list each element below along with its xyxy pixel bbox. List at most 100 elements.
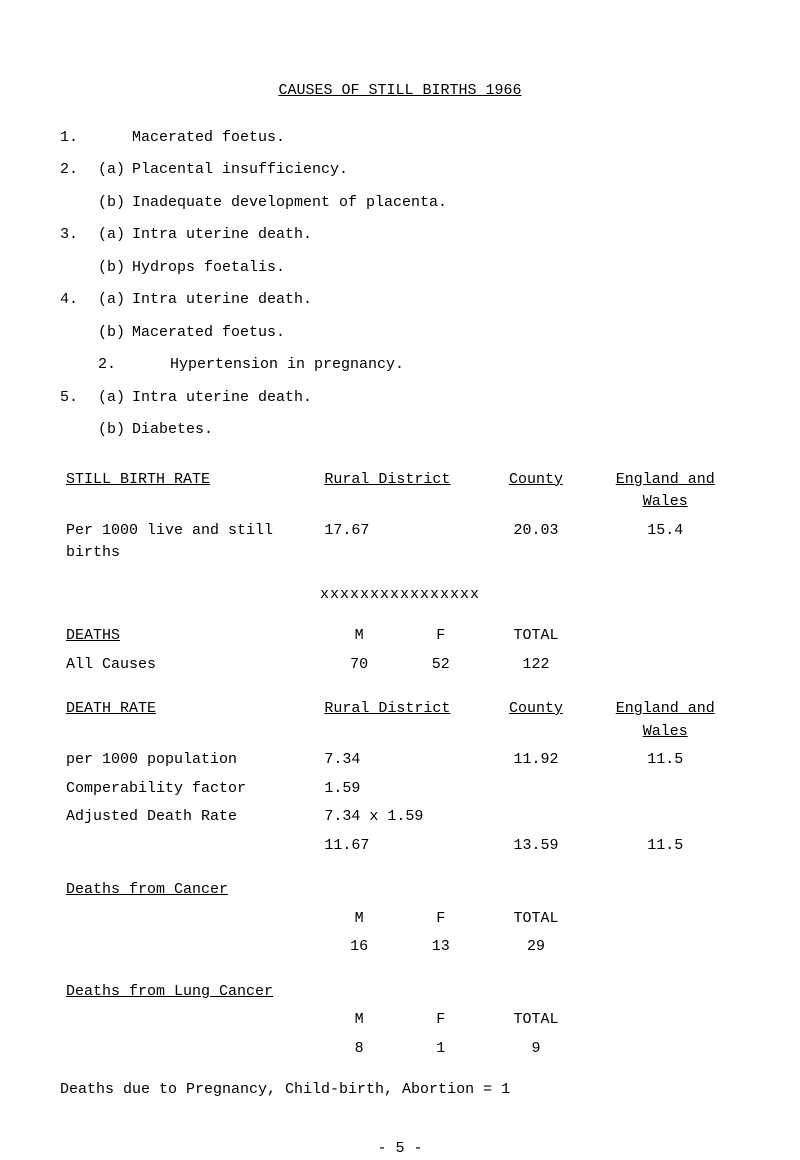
- item-number: [60, 322, 98, 345]
- list-item: 1. Macerated foetus.: [60, 127, 740, 150]
- row-ew: 11.5: [590, 746, 740, 775]
- list-item: 5. (a) Intra uterine death.: [60, 387, 740, 410]
- header-label: Deaths from Cancer: [60, 876, 318, 905]
- list-item: (b) Macerated foetus.: [60, 322, 740, 345]
- header-county: County: [482, 466, 591, 517]
- item-text: Macerated foetus.: [132, 322, 740, 345]
- item-text: Intra uterine death.: [132, 289, 740, 312]
- row-f: 52: [400, 651, 482, 680]
- list-item: (b) Inadequate development of placenta.: [60, 192, 740, 215]
- causes-list: 1. Macerated foetus. 2. (a) Placental in…: [60, 127, 740, 442]
- list-item: 4. (a) Intra uterine death.: [60, 289, 740, 312]
- row-label: [60, 832, 318, 861]
- header-m: M: [318, 622, 400, 651]
- item-sub: (b): [98, 322, 132, 345]
- row-m: 8: [318, 1035, 400, 1064]
- row-total: 29: [482, 933, 591, 962]
- table-row: 16 13 29: [60, 933, 740, 962]
- table-row: Per 1000 live and still births 17.67 20.…: [60, 517, 740, 568]
- row-ew: [590, 803, 740, 832]
- empty: [318, 876, 400, 905]
- item-text: Placental insufficiency.: [132, 159, 740, 182]
- empty: [590, 933, 740, 962]
- table-row: per 1000 population 7.34 11.92 11.5: [60, 746, 740, 775]
- row-f: 13: [400, 933, 482, 962]
- item-text: Hypertension in pregnancy.: [170, 354, 740, 377]
- header-total: TOTAL: [482, 622, 591, 651]
- item-sub: (a): [98, 289, 132, 312]
- cancer-table: Deaths from Cancer M F TOTAL 16 13 29: [60, 876, 740, 962]
- header-label: DEATHS: [60, 622, 318, 651]
- header-f: F: [400, 1006, 482, 1035]
- item-sub: [136, 354, 170, 377]
- item-number: [60, 192, 98, 215]
- table-row: Adjusted Death Rate 7.34 x 1.59: [60, 803, 740, 832]
- row-label: per 1000 population: [60, 746, 318, 775]
- row-m: 70: [318, 651, 400, 680]
- death-rate-table: DEATH RATE Rural District County England…: [60, 695, 740, 860]
- empty: [590, 1006, 740, 1035]
- header-m: M: [318, 1006, 400, 1035]
- empty: [590, 1035, 740, 1064]
- row-rd: 17.67: [318, 517, 481, 568]
- empty: [590, 876, 740, 905]
- row-m: 16: [318, 933, 400, 962]
- table-row: All Causes 70 52 122: [60, 651, 740, 680]
- table-row: STILL BIRTH RATE Rural District County E…: [60, 466, 740, 517]
- row-county: [482, 775, 591, 804]
- header-total: TOTAL: [482, 1006, 591, 1035]
- row-label: [60, 1035, 318, 1064]
- page-number: - 5 -: [60, 1138, 740, 1160]
- row-county: [482, 803, 591, 832]
- row-county: 13.59: [482, 832, 591, 861]
- table-row: 8 1 9: [60, 1035, 740, 1064]
- row-county: 20.03: [482, 517, 591, 568]
- row-f: 1: [400, 1035, 482, 1064]
- header-rd: Rural District: [318, 695, 481, 746]
- row-label: Comperability factor: [60, 775, 318, 804]
- empty: [590, 622, 740, 651]
- item-number: [60, 419, 98, 442]
- item-number: 2.: [98, 354, 136, 377]
- header-ew: England and Wales: [590, 466, 740, 517]
- divider: xxxxxxxxxxxxxxxx: [60, 584, 740, 607]
- row-rd: 7.34: [318, 746, 481, 775]
- header-county: County: [482, 695, 591, 746]
- list-item: 2. (a) Placental insufficiency.: [60, 159, 740, 182]
- item-text: Diabetes.: [132, 419, 740, 442]
- header-f: F: [400, 622, 482, 651]
- row-ew: 15.4: [590, 517, 740, 568]
- empty: [318, 978, 400, 1007]
- row-total: 122: [482, 651, 591, 680]
- table-row: 11.67 13.59 11.5: [60, 832, 740, 861]
- table-row: Deaths from Lung Cancer: [60, 978, 740, 1007]
- item-sub: (a): [98, 387, 132, 410]
- item-number: [60, 257, 98, 280]
- list-item: 2. Hypertension in pregnancy.: [98, 354, 740, 377]
- table-row: M F TOTAL: [60, 1006, 740, 1035]
- item-number: 4.: [60, 289, 98, 312]
- empty: [400, 978, 482, 1007]
- header-m: M: [318, 905, 400, 934]
- header-ew: England and Wales: [590, 695, 740, 746]
- row-label: Per 1000 live and still births: [60, 517, 318, 568]
- header-total: TOTAL: [482, 905, 591, 934]
- item-sub: (a): [98, 224, 132, 247]
- item-sub: (b): [98, 257, 132, 280]
- row-ew: [590, 775, 740, 804]
- item-sub: (a): [98, 159, 132, 182]
- list-item: (b) Hydrops foetalis.: [60, 257, 740, 280]
- header-label: DEATH RATE: [60, 695, 318, 746]
- empty: [590, 978, 740, 1007]
- row-label: [60, 1006, 318, 1035]
- table-row: M F TOTAL: [60, 905, 740, 934]
- item-number: 5.: [60, 387, 98, 410]
- pregnancy-deaths-line: Deaths due to Pregnancy, Child-birth, Ab…: [60, 1079, 740, 1102]
- header-f: F: [400, 905, 482, 934]
- item-sub: (b): [98, 419, 132, 442]
- item-text: Intra uterine death.: [132, 387, 740, 410]
- header-label: Deaths from Lung Cancer: [60, 978, 318, 1007]
- row-ew: 11.5: [590, 832, 740, 861]
- item-number: 1.: [60, 127, 98, 150]
- table-row: DEATHS M F TOTAL: [60, 622, 740, 651]
